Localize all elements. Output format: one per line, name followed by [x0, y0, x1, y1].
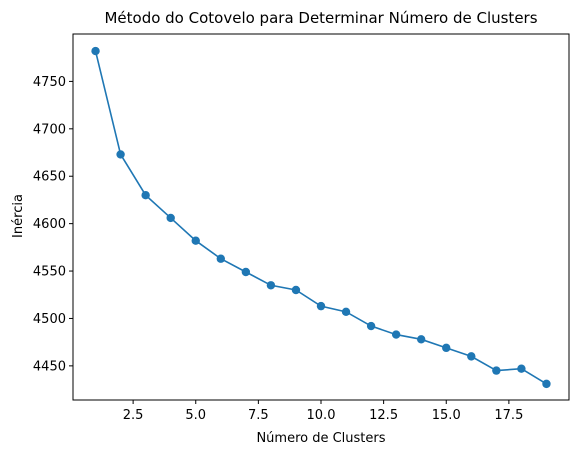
data-point [542, 379, 551, 389]
data-point [166, 213, 175, 223]
data-point [316, 301, 326, 311]
plot-frame [72, 33, 570, 401]
x-axis-label: Número de Clusters [256, 431, 385, 446]
x-tick-label: 7.5 [248, 408, 269, 423]
data-point [116, 150, 125, 159]
data-point [141, 190, 150, 200]
data-point [417, 335, 426, 344]
plot-area: 2.5 5.0 7.5 10.0 12.5 15.0 17.5 4450 4500 4550 460… [33, 33, 570, 423]
series-line [94, 50, 547, 385]
x-tick-label: 15.0 [432, 408, 461, 423]
data-point [341, 307, 351, 317]
x-tick-label: 10.0 [307, 408, 336, 423]
y-tick-label: 4500 [33, 312, 66, 327]
data-point [191, 236, 200, 245]
data-point [366, 321, 376, 331]
data-point [467, 352, 476, 361]
y-tick-label: 4700 [33, 122, 66, 137]
chart-title: Método do Cotovelo para Determinar Númer… [104, 9, 537, 27]
y-axis-label: Inércia [11, 194, 26, 238]
data-point [517, 364, 526, 373]
x-tick-label: 2.5 [123, 408, 144, 423]
x-tick-label: 17.5 [494, 408, 523, 423]
data-point [266, 281, 276, 290]
y-tick-label: 4650 [33, 170, 66, 185]
data-point [241, 267, 251, 277]
data-point [492, 366, 501, 375]
data-point [216, 254, 225, 263]
data-point [442, 343, 451, 353]
data-point [291, 285, 301, 295]
x-tick-label: 12.5 [369, 408, 398, 423]
y-tick-label: 4750 [33, 75, 66, 90]
x-tick-label: 5.0 [185, 408, 206, 423]
y-tick-label: 4600 [33, 217, 66, 232]
data-point [391, 330, 401, 339]
data-point [91, 46, 100, 56]
y-tick-label: 4450 [33, 359, 66, 374]
y-tick-label: 4550 [33, 265, 66, 280]
